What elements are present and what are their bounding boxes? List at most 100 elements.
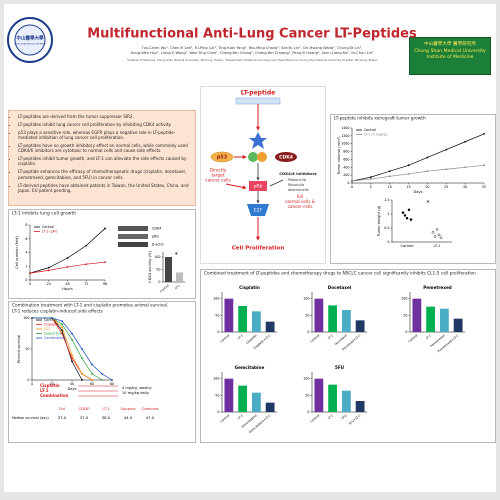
blot-label: pRb (152, 235, 159, 239)
x-tick-label: 5FU+LT-1 (348, 413, 361, 425)
diagram-label: cancer cells (205, 178, 231, 184)
arrow (225, 183, 247, 190)
y-tick-label: 0 (27, 378, 29, 382)
x-tick-label: 0 (29, 282, 31, 286)
point (409, 218, 413, 221)
chart-title: 5FU (335, 365, 345, 370)
bar (238, 306, 248, 332)
diagram-label: Directly (210, 168, 227, 174)
bar (328, 384, 338, 412)
x-tick-label: 35 (482, 185, 486, 189)
logo-inner (14, 24, 46, 56)
logo-text: 中山醫學大學 (17, 35, 44, 42)
y-tick-label: 100 (154, 255, 160, 259)
panel-title: Combination treatment with LT-1 and cisp… (12, 303, 168, 309)
point (431, 230, 435, 234)
x-tick-label: Control (309, 333, 320, 343)
bullet: p53 plays a sensitive role, whereas EGFR… (18, 130, 192, 141)
chart-title: Cisplatin (239, 285, 260, 290)
bar (314, 378, 324, 412)
y-tick-label: 1 (387, 212, 389, 216)
panel-title: LT-peptide inhibits xenograft tumor grow… (334, 116, 426, 122)
diagram-label: Ribociclib (288, 183, 304, 187)
x-tick-label: LT-1 (237, 413, 244, 420)
y-tick-label: 0 (217, 330, 219, 334)
bullet: LT-peptides have no growth inhibitory ef… (18, 143, 192, 154)
panel-title: LT-1 inhibits lung cell growth (12, 211, 76, 217)
blot-label: CDK4 (152, 227, 161, 231)
survival-panel (8, 301, 196, 443)
bar (164, 257, 173, 282)
y-tick-label: 0 (217, 410, 219, 414)
diagram-label: p53 (217, 155, 228, 161)
note: LT-1 (40, 388, 49, 393)
diagram-label: CDK4 (279, 155, 293, 161)
series-line (29, 228, 106, 274)
x-tick-label: LT-1 (425, 333, 432, 340)
point (401, 211, 405, 214)
x-tick-label: 60 (90, 382, 94, 386)
note: Cisplatin (40, 383, 60, 388)
x-axis-label: Days (68, 387, 77, 391)
bullet: LT-peptide enhances the efficacy of chem… (18, 169, 192, 180)
diagram-label: Cell Proliferation (232, 246, 285, 252)
y-tick-label: 1400 (341, 126, 349, 130)
legend-label: Cisplatin (44, 323, 58, 327)
x-tick-label: Cisplatin (245, 333, 258, 344)
series-line (351, 164, 485, 182)
bar (238, 385, 248, 412)
y-tick-label: 1.5 (384, 198, 389, 202)
y-tick-label: 0 (347, 181, 349, 185)
summary-panel: LT-peptides are derived from the tumor s… (8, 110, 196, 206)
bullet-list: LT-peptides are derived from the tumor s… (9, 114, 192, 193)
point (407, 208, 411, 212)
y-tick-label: 100 (213, 297, 219, 301)
bar (265, 402, 275, 412)
bar (439, 308, 449, 332)
diagram-label: cancer cells (288, 204, 313, 209)
y-tick-label: 50 (215, 393, 219, 397)
y-tick-label: 0 (307, 410, 309, 414)
y-tick-label: 2 (25, 264, 27, 268)
x-tick-label: 5FU (341, 413, 348, 420)
blot-label: β-actin (152, 243, 164, 247)
y-tick-label: 8 (25, 223, 27, 227)
y-tick-label: 0 (25, 278, 27, 282)
x-tick-label: 24 (47, 282, 51, 286)
x-tick-label: 15 (406, 185, 410, 189)
series-line (32, 317, 113, 381)
legend-label: LT-1 (44, 327, 50, 331)
x-tick-label: 5 (370, 185, 372, 189)
x-tick-label: 20 (50, 382, 54, 386)
combination-panel (200, 269, 496, 443)
y-tick-label: 0 (405, 330, 407, 334)
bar (341, 390, 351, 412)
x-tick-label: 48 (65, 282, 69, 286)
diagram-label: Kill (297, 194, 303, 199)
x-tick-label: 20 (425, 185, 429, 189)
panel-title: LT-1 reduces cisplatin-induced side effe… (12, 309, 103, 315)
table-cell: 37.0 (58, 415, 67, 420)
series-line (351, 133, 485, 182)
bar (265, 321, 275, 332)
diagram-panel (200, 86, 326, 264)
y-tick-label: 1000 (341, 142, 349, 146)
legend-label: Control (364, 128, 376, 132)
y-tick-label: 100 (303, 297, 309, 301)
x-tick-label: 25 (444, 185, 448, 189)
bar (355, 320, 365, 332)
note: 10 mg/kg daily (122, 391, 150, 395)
bar (314, 298, 324, 332)
table-header: LT-1 (102, 406, 110, 411)
bar (328, 305, 338, 332)
y-axis-label: Tumor volume (mm³) (337, 136, 341, 176)
bullet: LT-peptides inhibit tumor growth, and LT… (18, 156, 192, 167)
star (249, 132, 267, 149)
y-tick-label: 0 (307, 330, 309, 334)
diagram-label: E2F (254, 208, 263, 214)
growth-panel (8, 209, 196, 299)
table-header: CDDP (79, 406, 90, 411)
x-tick-label: 30 (463, 185, 467, 189)
y-tick-label: 100 (303, 377, 309, 381)
